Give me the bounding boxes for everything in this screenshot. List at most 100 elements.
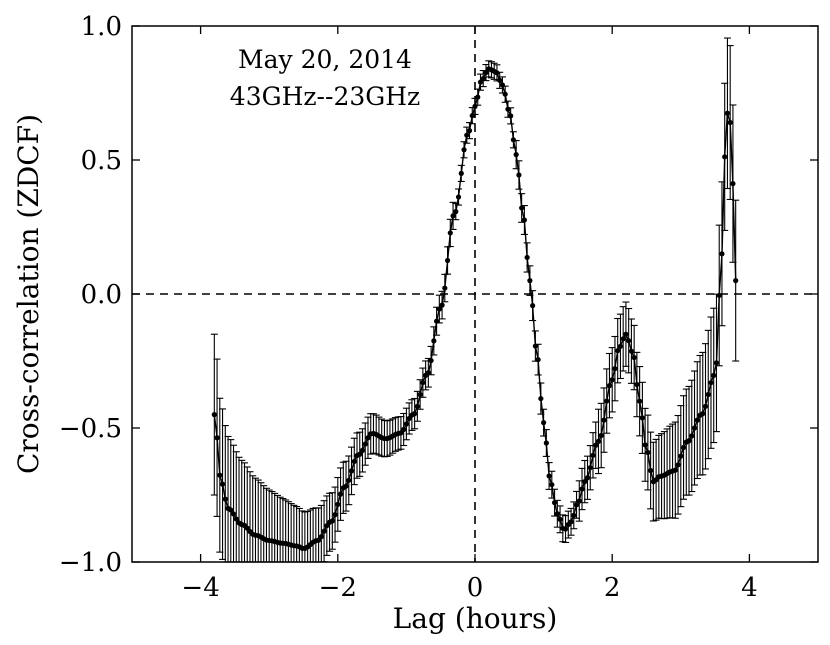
data-point: [464, 132, 470, 138]
data-point: [700, 411, 706, 417]
data-point: [713, 360, 720, 366]
data-point: [433, 318, 440, 324]
data-point: [483, 69, 489, 76]
x-tick-label: 4: [741, 573, 758, 603]
data-point: [439, 302, 445, 308]
data-point: [219, 481, 226, 487]
data-point: [549, 482, 555, 488]
data-point: [497, 77, 503, 83]
data-point: [466, 128, 473, 134]
data-point: [524, 254, 530, 261]
data-point: [689, 433, 695, 439]
data-point: [634, 381, 640, 388]
data-point: [705, 391, 711, 398]
data-point: [332, 512, 338, 518]
y-tick-label: 0.0: [81, 280, 122, 310]
data-point: [628, 348, 635, 354]
data-point: [436, 306, 442, 312]
data-point: [637, 398, 643, 404]
data-point: [480, 75, 486, 82]
data-point: [733, 278, 739, 284]
data-point: [365, 435, 371, 441]
data-point: [455, 194, 462, 200]
series-ccf: [210, 37, 740, 563]
data-point: [615, 348, 621, 354]
data-point: [620, 336, 626, 342]
data-point: [214, 435, 220, 441]
data-point: [450, 213, 456, 219]
data-point: [412, 411, 418, 417]
data-point: [233, 516, 239, 522]
data-point: [606, 383, 613, 389]
data-point: [639, 415, 645, 421]
data-point: [513, 152, 519, 158]
data-point: [593, 442, 599, 448]
data-point: [571, 512, 577, 518]
data-point: [335, 501, 341, 507]
data-point: [401, 426, 407, 433]
data-point: [431, 338, 437, 344]
data-point: [680, 444, 687, 451]
data-point: [505, 106, 511, 112]
y-tick-label: −1.0: [59, 548, 122, 578]
data-point: [724, 110, 731, 116]
data-point: [642, 442, 648, 448]
data-point: [617, 343, 624, 349]
y-axis: −1.0 −0.5 0.0 0.5 1.0: [59, 12, 818, 578]
data-point: [318, 534, 324, 540]
data-point: [582, 479, 588, 485]
data-point: [343, 483, 349, 489]
data-point: [444, 257, 451, 264]
data-point: [568, 519, 574, 525]
x-axis-label: Lag (hours): [393, 602, 558, 635]
data-point: [527, 278, 533, 284]
data-point: [494, 70, 500, 76]
data-point: [532, 343, 538, 349]
y-tick-label: 1.0: [81, 12, 122, 42]
data-point: [414, 403, 420, 409]
data-point: [590, 452, 596, 458]
y-tick-label: 0.5: [81, 146, 122, 176]
data-point: [543, 440, 549, 446]
x-tick-label: 0: [467, 573, 484, 603]
zero-reference-lines: [132, 26, 818, 562]
x-axis: −4 −2 0 2 4: [181, 26, 758, 603]
data-point: [337, 491, 344, 497]
data-point: [719, 251, 725, 257]
data-point: [442, 285, 448, 291]
data-point: [321, 528, 327, 534]
data-point: [702, 403, 709, 409]
data-point: [499, 82, 506, 88]
data-point: [579, 486, 585, 492]
data-point: [502, 91, 508, 97]
data-point: [708, 380, 714, 386]
data-point: [595, 438, 602, 444]
data-point: [348, 468, 355, 474]
data-point: [217, 472, 223, 478]
data-point: [425, 370, 431, 376]
data-point: [428, 357, 434, 364]
data-point: [538, 395, 544, 402]
data-point: [351, 458, 357, 465]
data-point: [587, 465, 593, 471]
annotation-bands: 43GHz--23GHz: [230, 82, 420, 111]
data-point: [516, 172, 522, 178]
data-point: [461, 147, 467, 153]
data-point: [519, 205, 525, 211]
data-point: [551, 500, 558, 506]
x-tick-label: −2: [319, 573, 357, 603]
data-point: [222, 496, 228, 502]
data-point: [346, 477, 352, 483]
y-tick-label: −0.5: [59, 414, 122, 444]
data-point: [362, 441, 368, 447]
data-point: [573, 502, 580, 508]
data-point: [601, 417, 607, 423]
data-point: [576, 498, 582, 504]
data-point: [609, 377, 615, 383]
annotation-date: May 20, 2014: [238, 45, 412, 74]
data-point: [230, 511, 237, 517]
data-point: [521, 217, 527, 223]
data-point: [510, 137, 517, 143]
data-point: [598, 432, 604, 439]
data-point: [403, 421, 409, 427]
